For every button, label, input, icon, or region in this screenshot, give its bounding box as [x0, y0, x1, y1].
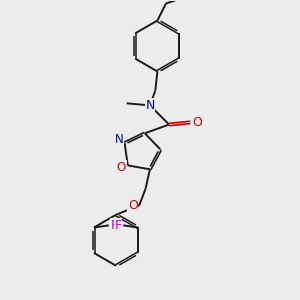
Text: F: F	[114, 219, 122, 232]
Text: N: N	[115, 134, 124, 146]
Text: N: N	[145, 99, 155, 112]
Text: F: F	[111, 219, 118, 232]
Text: O: O	[192, 116, 202, 129]
Text: O: O	[117, 161, 126, 174]
Text: O: O	[128, 199, 138, 212]
